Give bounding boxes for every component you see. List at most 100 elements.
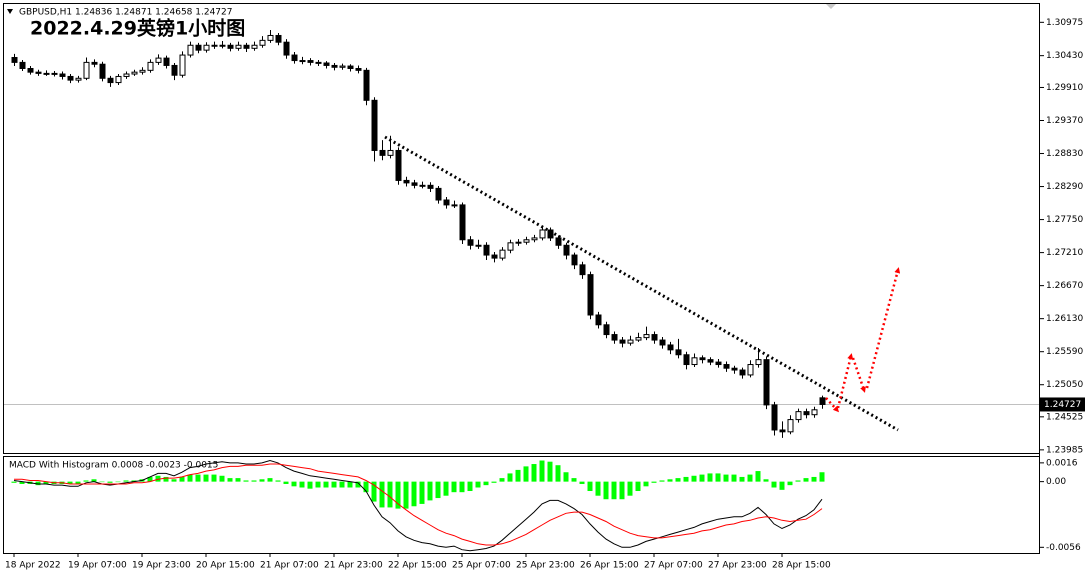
histogram-bar [667,479,673,482]
histogram-bar [83,480,89,482]
candle-body [595,314,602,326]
candle-body [779,429,786,433]
histogram-bar [307,481,313,489]
x-tick-label: 21 Apr 23:00 [324,561,383,571]
histogram-bar [531,464,537,482]
macd-line [13,459,823,552]
candle-body [563,244,570,256]
candle-body [307,60,314,63]
y-tick-label: 1.28290 [1046,182,1083,192]
candle-body [123,73,130,77]
candle-body [83,61,90,79]
menu-triangle[interactable] [7,9,13,14]
histogram-bar [155,475,161,482]
candle-body [35,71,42,74]
histogram-bar [499,478,505,482]
histogram-bar [523,466,529,482]
histogram-bar [147,476,153,482]
histogram-bar [691,475,697,482]
histogram-bar [459,481,465,493]
histogram-bar [595,481,601,496]
histogram-bar [11,481,17,483]
candle-body [747,364,754,376]
candle-body [619,339,626,344]
candle-body [699,357,706,361]
symbol-header: GBPUSD,H1 1.24836 1.24871 1.24658 1.2472… [19,8,232,18]
current-price-box [1040,397,1085,412]
candle-body [275,34,282,43]
candle-body [427,184,434,189]
histogram-bar [643,481,649,487]
histogram-bar [315,481,321,488]
histogram-bar [195,474,201,482]
candle-body [403,179,410,184]
candle-body [539,229,546,239]
candle-body [19,61,26,70]
y-tick-label: 1.29370 [1046,116,1083,126]
histogram-bar [131,480,137,482]
candle-body [299,60,306,63]
trend-line [384,135,899,432]
candle-body [411,182,418,186]
histogram-bar [475,481,481,488]
histogram-bar [179,476,185,482]
histogram-bar [387,481,393,508]
x-tick-label: 19 Apr 07:00 [68,561,127,571]
histogram-bar [555,465,561,482]
candle-body [195,44,202,51]
histogram-bar [811,476,817,482]
y-tick-label: 1.25050 [1046,380,1083,390]
candle-body [259,39,266,46]
y-tick-label: 1.27750 [1046,215,1083,225]
candle-body [211,44,218,47]
candle-body [67,75,74,81]
histogram-bar [571,478,577,482]
histogram-bar [203,474,209,482]
candle-body [755,359,762,366]
histogram-bar [235,478,241,482]
candle-body [531,237,538,241]
candle-body [155,57,162,63]
candle-body [475,244,482,247]
histogram-bar [515,469,521,482]
histogram-bar [403,481,409,509]
candle-body [187,44,194,56]
candle-body [507,242,514,251]
histogram-bar [739,476,745,482]
histogram-bar [635,481,641,492]
histogram-bar [715,473,721,482]
candle-body [659,339,666,346]
candle-body [571,254,578,266]
y-tick-label: 1.23985 [1046,445,1083,455]
x-tick-label: 26 Apr 15:00 [580,561,639,571]
candle-body [555,237,562,246]
histogram-bar [171,479,177,482]
candle-body [491,254,498,259]
histogram-bar [379,481,385,508]
histogram-bar [451,481,457,493]
candle-body [315,61,322,64]
candle-body [483,244,490,256]
y-tick-label: 1.25590 [1046,347,1083,357]
histogram-bar [259,479,265,482]
histogram-bar [371,481,377,502]
histogram-bar [731,474,737,482]
histogram-bar [427,481,433,501]
histogram-bar [771,481,777,488]
histogram-bar [611,481,617,500]
scroll-marker [826,4,836,9]
y-tick-label: 1.30975 [1046,18,1083,28]
histogram-bar [675,478,681,482]
candle-body [731,367,738,371]
candle-body [723,364,730,369]
candle-body [115,75,122,84]
candle-body [75,77,82,81]
histogram-bar [363,481,369,493]
histogram-bar [323,481,329,488]
candle-body [435,187,442,201]
histogram-bar [563,472,569,482]
candle-body [291,54,298,62]
histogram-bar [483,481,489,486]
candle-body [819,397,826,405]
